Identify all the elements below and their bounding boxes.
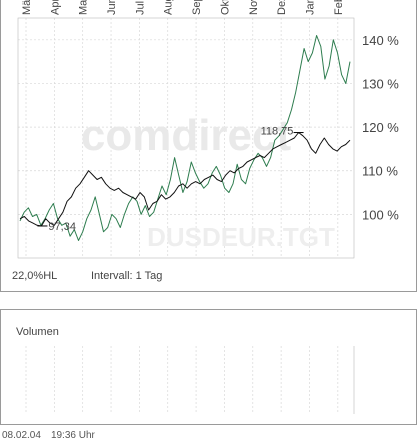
low-value-label: 97,34: [48, 221, 76, 233]
timestamp-date: 08.02.04: [2, 430, 41, 441]
y-tick-label: 110 %: [362, 164, 398, 179]
hl-label: 22,0%HL: [12, 270, 58, 282]
month-label: Feb: [333, 0, 345, 15]
timestamp: 08.02.04 19:36 Uhr: [2, 430, 95, 441]
month-label: Aug: [163, 0, 175, 15]
plot-frame: [17, 17, 355, 259]
timestamp-time: 19:36 Uhr: [50, 430, 95, 441]
month-label: Jun: [106, 0, 118, 15]
plot-area: [18, 18, 354, 258]
series-line-green: [19, 35, 351, 241]
price-chart: comdirect DUSDEUR.TGT Mär Apr Mai Jun Jul Aug…: [17, 0, 399, 259]
month-label: Jul: [134, 1, 146, 15]
month-label: Nov: [248, 0, 260, 15]
y-tick-label: 120 %: [362, 120, 399, 135]
interval-label: Intervall: 1 Tag: [91, 270, 163, 282]
month-label: Sep: [191, 0, 203, 15]
month-label: Jan: [304, 0, 316, 15]
month-label: Apr: [49, 0, 61, 15]
y-tick-label: 100 %: [362, 207, 399, 222]
month-label: Okt: [219, 0, 231, 15]
y-tick-label: 140 %: [362, 33, 399, 48]
volume-chart: [25, 346, 355, 414]
series-line-black: [19, 132, 351, 227]
high-value-label: 118,75: [261, 126, 294, 138]
price-chart-panel: comdirect DUSDEUR.TGT Mär Apr Mai Jun Jul Aug…: [0, 0, 417, 292]
month-label: Mär: [21, 0, 33, 15]
y-tick-label: 130 %: [362, 76, 399, 91]
month-label: Mai: [78, 0, 90, 15]
volume-title: Volumen: [16, 326, 59, 338]
watermark-brand: comdirect: [81, 111, 292, 160]
month-label: Dez: [276, 0, 288, 15]
watermark-symbol: DUSDEUR.TGT: [147, 222, 335, 252]
volume-panel: [0, 309, 417, 425]
